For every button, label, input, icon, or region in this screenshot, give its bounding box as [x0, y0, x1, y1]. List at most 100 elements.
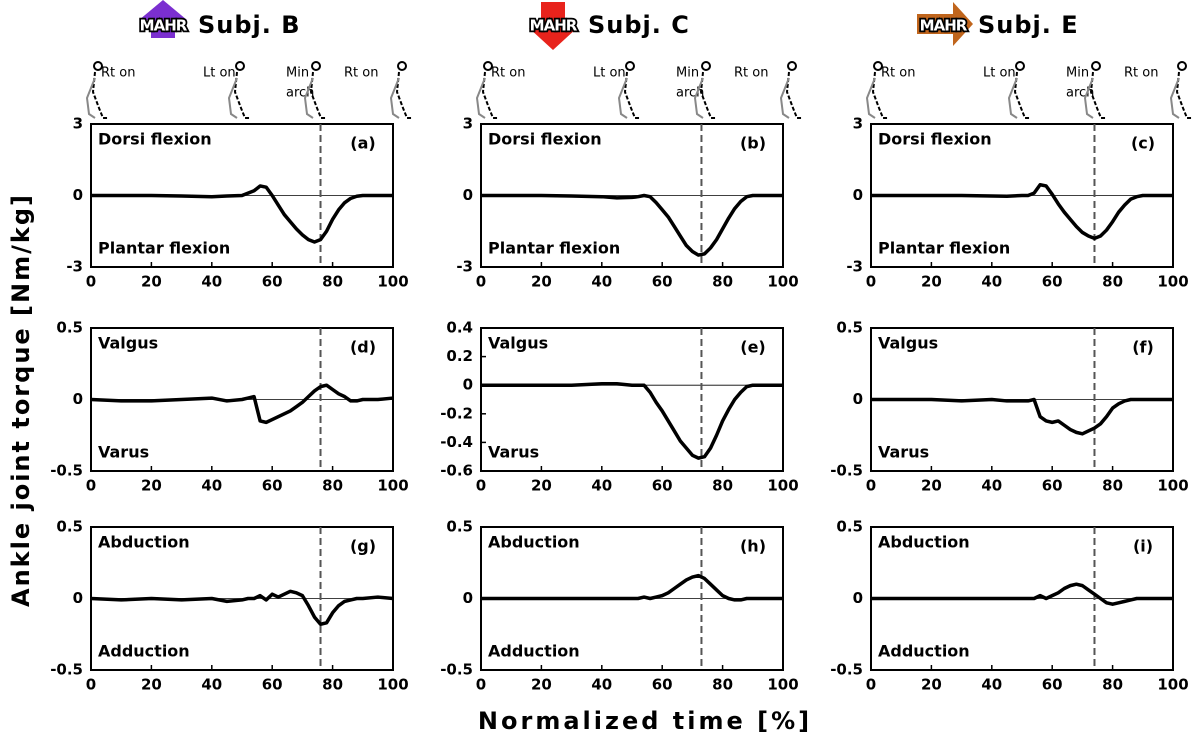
badge: MAHR: [530, 17, 578, 35]
x-tick-label: 0: [476, 477, 486, 495]
x-tick-label: 100: [1157, 676, 1188, 694]
data-line: [90, 383, 394, 425]
stick-figure: [1083, 61, 1107, 119]
phase-label: Lt on: [593, 66, 626, 81]
y-tick-label: 0.5: [836, 518, 863, 536]
y-tick-label: 0.5: [446, 518, 473, 536]
figure-head: [311, 61, 321, 71]
x-tick-label: 0: [866, 477, 876, 495]
data-line: [871, 183, 1173, 241]
phase-label: Rt on: [101, 66, 135, 81]
y-tick-label: -0.4: [440, 433, 473, 451]
phase-label: Rt on: [344, 66, 378, 81]
top-annotation: Valgus: [878, 334, 938, 353]
x-tick-label: 40: [591, 273, 612, 291]
y-axis-label: Ankle joint torque [Nm/kg]: [7, 193, 35, 607]
phase-label: Min: [286, 66, 309, 81]
figure-head: [1177, 61, 1187, 71]
x-tick-label: 40: [981, 676, 1002, 694]
y-tick-label: 0: [853, 390, 863, 408]
x-tick-label: 60: [262, 273, 283, 291]
x-tick-label: 80: [712, 273, 733, 291]
y-tick-label: -3: [846, 258, 863, 276]
x-tick-label: 100: [1157, 477, 1188, 495]
y-tick-label: -0.5: [830, 661, 863, 679]
x-tick-label: 0: [866, 273, 876, 291]
x-tick-label: 100: [377, 273, 408, 291]
column-title: Subj. C: [588, 11, 690, 39]
y-tick-label: 0: [463, 376, 473, 394]
figure-leg-front: [1089, 71, 1107, 119]
x-tick-label: 20: [921, 273, 942, 291]
figure-leg-back: [1007, 77, 1018, 119]
figure-leg-front: [481, 71, 499, 119]
x-tick-label: 40: [591, 676, 612, 694]
data-line: [481, 193, 783, 257]
figure-head: [483, 61, 493, 71]
stick-figure: [389, 61, 413, 119]
x-tick-label: 0: [86, 273, 96, 291]
top-annotation: Abduction: [488, 533, 580, 552]
x-tick-label: 40: [981, 273, 1002, 291]
x-tick-label: 80: [712, 477, 733, 495]
phase-label: Rt on: [1124, 66, 1158, 81]
y-tick-label: 0: [73, 589, 83, 607]
stick-figure: [85, 61, 109, 119]
x-tick-label: 60: [1042, 477, 1063, 495]
top-annotation: Dorsi flexion: [878, 130, 992, 149]
y-tick-label: -0.2: [440, 404, 473, 422]
figure-head: [235, 61, 245, 71]
y-tick-label: -0.5: [830, 462, 863, 480]
figure-head: [625, 61, 635, 71]
data-line: [91, 184, 393, 244]
badge: MAHR: [140, 17, 188, 35]
x-tick-label: 60: [652, 676, 673, 694]
y-tick-label: 0: [853, 186, 863, 204]
bottom-annotation: Adduction: [878, 642, 970, 661]
phase-label: Min: [676, 66, 699, 81]
figure-head: [397, 61, 407, 71]
figure-leg-front: [395, 71, 413, 119]
x-tick-label: 60: [1042, 676, 1063, 694]
panel-label: (h): [740, 537, 766, 556]
top-annotation: Abduction: [98, 533, 190, 552]
x-tick-label: 0: [476, 273, 486, 291]
panel-label: (a): [350, 134, 375, 153]
arrow-icon: [529, 2, 577, 50]
figure-leg-front: [91, 71, 109, 119]
x-tick-label: 20: [141, 273, 162, 291]
phase-label: arch: [676, 86, 704, 101]
figure-head: [787, 61, 797, 71]
x-tick-label: 100: [377, 477, 408, 495]
x-tick-label: 100: [767, 273, 798, 291]
top-annotation: Dorsi flexion: [98, 130, 212, 149]
x-tick-label: 0: [476, 676, 486, 694]
data-line: [871, 582, 1173, 606]
x-tick-label: 20: [531, 477, 552, 495]
data-line: [90, 589, 394, 626]
y-tick-label: 0.4: [446, 319, 473, 337]
figure-leg-back: [617, 77, 628, 119]
stick-figure: [693, 61, 717, 119]
y-tick-label: -0.6: [440, 462, 473, 480]
data-line: [481, 573, 783, 602]
stick-figure: [227, 61, 251, 119]
stick-figure: [303, 61, 327, 119]
y-tick-label: 3: [463, 115, 473, 133]
x-tick-label: 0: [86, 676, 96, 694]
y-tick-label: -0.5: [50, 462, 83, 480]
column-title: Subj. B: [198, 11, 301, 39]
top-annotation: Valgus: [98, 334, 158, 353]
y-tick-label: 0: [463, 186, 473, 204]
y-tick-label: -0.5: [50, 661, 83, 679]
figure-leg-back: [389, 77, 400, 119]
plot-frame: [480, 327, 784, 472]
x-tick-label: 100: [767, 477, 798, 495]
y-tick-label: 0: [853, 589, 863, 607]
figure-leg-back: [779, 77, 790, 119]
x-tick-label: 20: [531, 273, 552, 291]
figure-leg-back: [1083, 77, 1094, 119]
y-tick-label: -0.5: [440, 661, 473, 679]
x-tick-label: 60: [262, 477, 283, 495]
top-annotation: Abduction: [878, 533, 970, 552]
